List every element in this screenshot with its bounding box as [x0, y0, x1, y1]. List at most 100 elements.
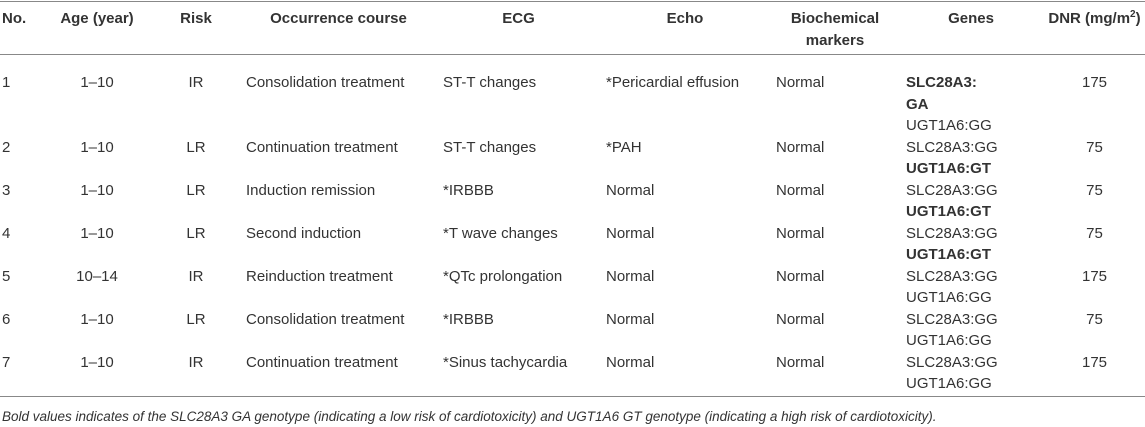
header-cell: ECG	[435, 1, 598, 55]
table-cell: 75	[1086, 310, 1103, 328]
genes-cell: SLC28A3:GG UGT1A6:GG	[898, 309, 1040, 352]
table-cell: 75	[1086, 224, 1103, 242]
header-text: )	[1135, 10, 1141, 27]
table-cell: 1–10	[80, 181, 114, 199]
table-cell: ST-T changes	[443, 74, 537, 91]
table-cell: 1–10	[80, 224, 114, 242]
header-cell: DNR (mg/m2)	[1040, 1, 1145, 55]
table-cell: 175	[1081, 74, 1108, 91]
table-cell: ST-T changes	[443, 138, 537, 156]
table-cell: Normal	[776, 267, 825, 285]
table-cell: Normal	[606, 310, 655, 328]
genes-cell: SLC28A3:GG UGT1A6:GT	[898, 223, 1040, 266]
table-cell: Normal	[776, 310, 825, 328]
table-cell: IR	[188, 267, 204, 285]
table-cell: Consolidation treatment	[246, 310, 405, 328]
table-cell: Consolidation treatment	[246, 74, 405, 91]
table-cell: 2	[2, 138, 11, 156]
table-cell: Normal	[598, 351, 768, 397]
table-cell: 1–10	[40, 351, 150, 397]
table-cell: 75	[1086, 138, 1103, 156]
table-row: 1 1–10 IR Consolidation treatment ST-T chang…	[0, 55, 1145, 137]
header-cell: Biochemical markers	[768, 1, 898, 55]
table-cell: *Pericardial effusion	[606, 74, 740, 91]
table-cell: *QTc prolongation	[443, 267, 563, 285]
table-cell: 175	[1040, 351, 1145, 397]
table-cell: *PAH	[606, 138, 642, 156]
table-row: 2 1–10 LR Continuation treatment ST-T change…	[0, 137, 1145, 180]
table-cell: 175	[1081, 267, 1108, 285]
gene: UGT1A6:GT	[906, 246, 992, 263]
table-cell: Normal	[606, 267, 655, 285]
table-cell: 75	[1086, 181, 1103, 199]
table-cell: *IRBBB	[443, 181, 494, 199]
table-cell: 6	[2, 310, 11, 328]
table-cell: 5	[2, 267, 11, 285]
table-cell: 7	[0, 351, 40, 397]
gene: SLC28A3:GG	[906, 310, 998, 328]
table-cell: Normal	[776, 181, 825, 199]
gene: UGT1A6:GT	[906, 203, 992, 220]
table-row: 6 1–10 LR Consolidation treatment *IRBBB Norm…	[0, 309, 1145, 352]
table-cell: LR	[186, 224, 206, 242]
genes-cell: SLC28A3:GG UGT1A6:GG	[898, 351, 1040, 397]
gene: SLC28A3:GG	[906, 267, 998, 285]
table-cell: LR	[186, 181, 206, 199]
genes-cell: SLC28A3:GG UGT1A6:GT	[898, 137, 1040, 180]
gene: SLC28A3:GG	[906, 138, 998, 156]
gene: UGT1A6:GT	[906, 160, 992, 177]
gene: SLC28A3:GG	[906, 224, 998, 242]
table-row: 3 1–10 LR Induction remission *IRBBB Normal No…	[0, 180, 1145, 223]
table-row: 4 1–10 LR Second induction *T wave changes No…	[0, 223, 1145, 266]
header-cell: Risk	[150, 1, 238, 55]
table-cell: IR	[188, 74, 204, 91]
table-cell: Normal	[768, 351, 898, 397]
table-cell: *IRBBB	[443, 310, 494, 328]
table-row: 5 10–14 IR Reinduction treatment *QTc prolon…	[0, 266, 1145, 309]
table-cell: 1–10	[80, 310, 114, 328]
table-cell: 1	[2, 74, 11, 91]
table-cell: Normal	[776, 138, 825, 156]
data-table: No. Age (year) Risk Occurrence course ECG Ech…	[0, 1, 1145, 397]
table-cell: *Sinus tachycardia	[435, 351, 598, 397]
table-cell: Normal	[776, 224, 825, 242]
genes-cell: SLC28A3:GG UGT1A6:GT	[898, 180, 1040, 223]
table-cell: 4	[2, 224, 11, 242]
table-row: 7 1–10 IR Continuation treatment *Sinus tach…	[0, 351, 1145, 397]
gene: UGT1A6:GG	[906, 289, 992, 306]
gene: UGT1A6:GG	[906, 375, 992, 392]
header-text: 2	[1130, 9, 1136, 20]
table-cell: Normal	[776, 74, 825, 91]
header-cell: Echo	[598, 1, 768, 55]
gene: UGT1A6:GG	[906, 117, 992, 134]
table-cell: 10–14	[76, 267, 118, 285]
table-body: 1 1–10 IR Consolidation treatment ST-T chang…	[0, 55, 1145, 397]
table-cell: LR	[186, 310, 206, 328]
header-cell: No.	[0, 1, 40, 55]
header-cell: Genes	[898, 1, 1040, 55]
table-cell: 3	[2, 181, 11, 199]
header-row: No. Age (year) Risk Occurrence course ECG Ech…	[0, 1, 1145, 55]
header-cell: Occurrence course	[238, 1, 435, 55]
footnote: Bold values indicates of the SLC28A3 GA …	[2, 408, 937, 424]
table-cell: Normal	[606, 181, 655, 199]
table-cell: Continuation treatment	[246, 138, 398, 156]
table-cell: *T wave changes	[443, 224, 558, 242]
table-cell: IR	[150, 351, 238, 397]
header-cell: Age (year)	[40, 1, 150, 55]
genes-cell: SLC28A3:GG UGT1A6:GG	[898, 266, 1040, 309]
table-cell: Second induction	[246, 224, 362, 242]
table-cell: Normal	[606, 224, 655, 242]
table-cell: 1–10	[80, 74, 114, 91]
table-cell: Reinduction treatment	[246, 267, 393, 285]
table-cell: Induction remission	[246, 181, 376, 199]
gene: SLC28A3: GA	[906, 74, 977, 113]
table-cell: 1–10	[80, 138, 114, 156]
table-cell: Continuation treatment	[238, 351, 435, 397]
gene: SLC28A3:GG	[906, 181, 998, 199]
genes-cell: SLC28A3: GA UGT1A6:GG	[898, 55, 1040, 137]
header-text: DNR (mg/m	[1048, 10, 1131, 27]
gene: UGT1A6:GG	[906, 332, 992, 349]
gene: SLC28A3:GG	[906, 353, 998, 371]
